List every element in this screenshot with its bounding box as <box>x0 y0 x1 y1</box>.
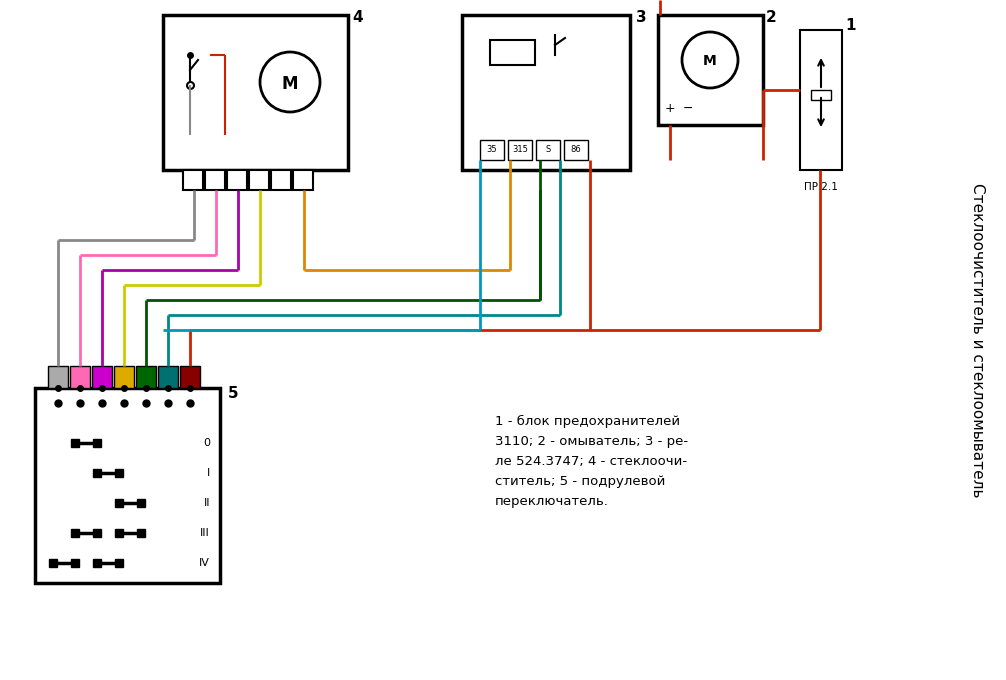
Bar <box>180 366 200 388</box>
Bar <box>811 90 831 100</box>
Bar <box>114 366 134 388</box>
Bar <box>536 140 560 160</box>
Text: S: S <box>545 146 550 154</box>
Text: 1: 1 <box>845 18 855 33</box>
Text: 2: 2 <box>766 10 777 25</box>
Bar <box>249 170 269 190</box>
Text: 5: 5 <box>228 386 238 401</box>
Text: 3: 3 <box>636 10 647 25</box>
Bar <box>490 40 535 65</box>
Bar <box>462 15 630 170</box>
Bar <box>35 388 220 583</box>
Bar <box>271 170 291 190</box>
Text: II: II <box>203 498 210 508</box>
Text: 1 - блок предохранителей
3110; 2 - омыватель; 3 - ре-
ле 524.3747; 4 - стеклоочи: 1 - блок предохранителей 3110; 2 - омыва… <box>495 415 688 508</box>
Bar <box>800 30 842 170</box>
Text: M: M <box>703 54 717 68</box>
Text: 35: 35 <box>487 146 497 154</box>
Bar <box>183 170 203 190</box>
Bar <box>136 366 156 388</box>
Text: Стеклоочиститель и стеклоомыватель: Стеклоочиститель и стеклоомыватель <box>971 183 986 497</box>
Text: IV: IV <box>199 558 210 568</box>
Bar <box>293 170 313 190</box>
Text: 0: 0 <box>203 438 210 448</box>
Bar <box>48 366 68 388</box>
Bar <box>163 15 348 170</box>
Bar <box>70 366 90 388</box>
Text: −: − <box>683 101 693 114</box>
Bar <box>480 140 504 160</box>
Text: M: M <box>282 75 298 93</box>
Bar <box>564 140 588 160</box>
Text: ПР 2.1: ПР 2.1 <box>804 182 838 192</box>
Text: I: I <box>207 468 210 478</box>
Bar <box>508 140 532 160</box>
Bar <box>227 170 247 190</box>
Text: III: III <box>200 528 210 538</box>
Bar <box>658 15 763 125</box>
Text: 86: 86 <box>570 146 581 154</box>
Bar <box>92 366 112 388</box>
Text: +: + <box>665 101 675 114</box>
Bar <box>158 366 178 388</box>
Text: 4: 4 <box>352 10 362 25</box>
Bar <box>205 170 225 190</box>
Text: 315: 315 <box>512 146 528 154</box>
